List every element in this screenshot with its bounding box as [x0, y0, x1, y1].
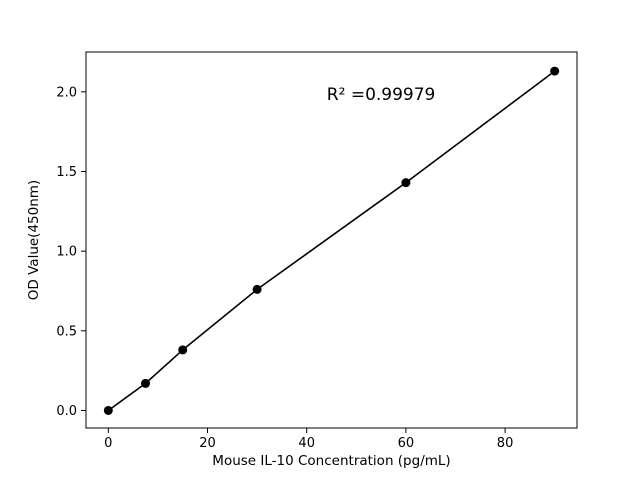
- x-tick-label: 40: [298, 436, 315, 451]
- y-axis-label: OD Value(450nm): [26, 180, 42, 300]
- data-point: [252, 284, 262, 294]
- x-tick-label: 80: [497, 436, 514, 451]
- x-tick-label: 20: [199, 436, 216, 451]
- x-tick-label: 60: [398, 436, 415, 451]
- x-axis-label: Mouse IL-10 Concentration (pg/mL): [212, 453, 450, 469]
- x-tick-label: 0: [104, 436, 112, 451]
- data-point: [550, 66, 560, 76]
- y-tick-label: 1.0: [56, 245, 77, 260]
- data-point: [401, 178, 411, 188]
- y-tick-label: 1.5: [56, 165, 77, 180]
- y-tick-label: 0.5: [56, 324, 77, 339]
- data-point: [103, 405, 113, 415]
- fit-line: [107, 70, 556, 412]
- r-squared-annotation: R² =0.99979: [327, 85, 436, 105]
- data-point: [178, 345, 188, 355]
- y-tick-label: 0.0: [56, 404, 77, 419]
- y-tick-label: 2.0: [56, 85, 77, 100]
- data-point: [141, 378, 151, 388]
- plot-border: [85, 51, 578, 429]
